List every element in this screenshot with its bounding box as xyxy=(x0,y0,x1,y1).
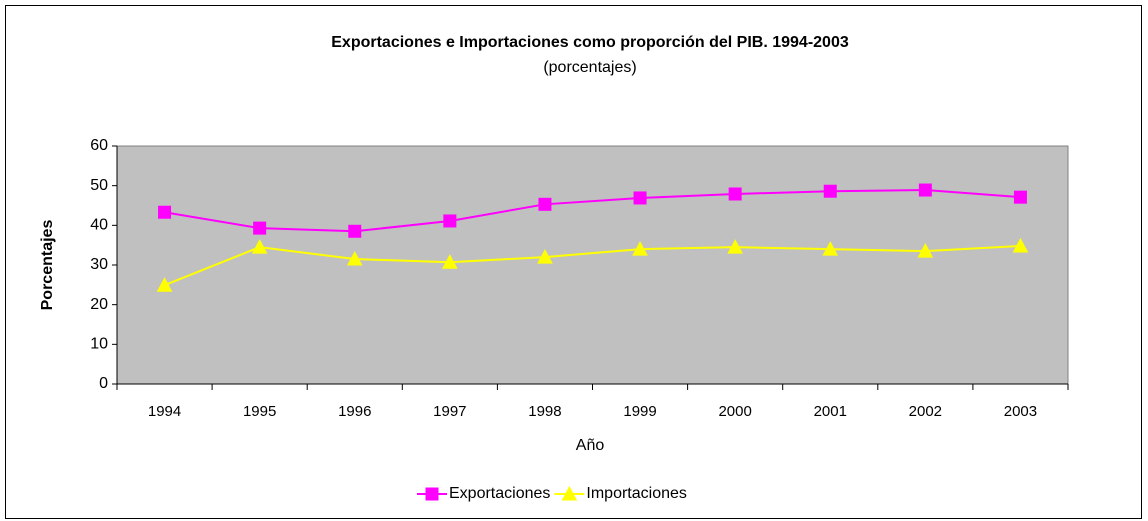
data-point xyxy=(348,224,362,238)
legend-marker xyxy=(425,487,439,501)
y-tick-label: 50 xyxy=(90,177,108,194)
data-point xyxy=(537,249,553,264)
y-tick-label: 40 xyxy=(90,217,108,234)
x-tick-label: 1995 xyxy=(243,403,276,420)
x-tick-label: 1996 xyxy=(338,403,371,420)
x-tick-label: 1998 xyxy=(528,403,561,420)
plot-area xyxy=(116,145,1069,385)
chart-title: Exportaciones e Importaciones como propo… xyxy=(331,34,849,51)
y-tick-label: 20 xyxy=(90,296,108,313)
y-tick-label: 0 xyxy=(99,375,108,392)
x-tick-label: 2003 xyxy=(1004,403,1037,420)
data-point xyxy=(823,184,837,198)
data-point xyxy=(633,191,647,205)
data-point xyxy=(442,254,458,269)
data-point xyxy=(1013,190,1027,204)
data-point xyxy=(918,183,932,197)
x-axis-label: Año xyxy=(576,437,605,454)
y-tick-label: 60 xyxy=(90,137,108,154)
data-point xyxy=(346,250,363,266)
x-tick-label: 2000 xyxy=(718,403,751,420)
data-point xyxy=(156,277,173,292)
x-tick-label: 1999 xyxy=(623,403,656,420)
data-point xyxy=(632,241,648,256)
y-axis-label: Porcentajes xyxy=(39,220,56,311)
data-point xyxy=(443,214,457,228)
data-point xyxy=(538,197,552,211)
x-tick-label: 2002 xyxy=(909,403,942,420)
data-point xyxy=(158,205,172,219)
y-tick-label: 30 xyxy=(90,256,108,273)
series-line xyxy=(164,244,1021,287)
data-point xyxy=(253,221,267,235)
series-line xyxy=(164,189,1021,233)
legend-marker xyxy=(561,485,578,501)
data-point xyxy=(917,243,934,258)
data-point xyxy=(251,239,268,254)
chart-subtitle: (porcentajes) xyxy=(543,59,636,76)
data-point xyxy=(822,241,839,256)
x-tick-label: 1994 xyxy=(148,403,181,420)
legend-label: Exportaciones xyxy=(449,485,550,502)
legend-label: Importaciones xyxy=(586,485,687,502)
data-point xyxy=(728,187,742,201)
x-tick-label: 1997 xyxy=(433,403,466,420)
data-point xyxy=(1012,237,1029,253)
data-point xyxy=(727,239,743,254)
y-tick-label: 10 xyxy=(90,336,108,353)
x-tick-label: 2001 xyxy=(814,403,847,420)
